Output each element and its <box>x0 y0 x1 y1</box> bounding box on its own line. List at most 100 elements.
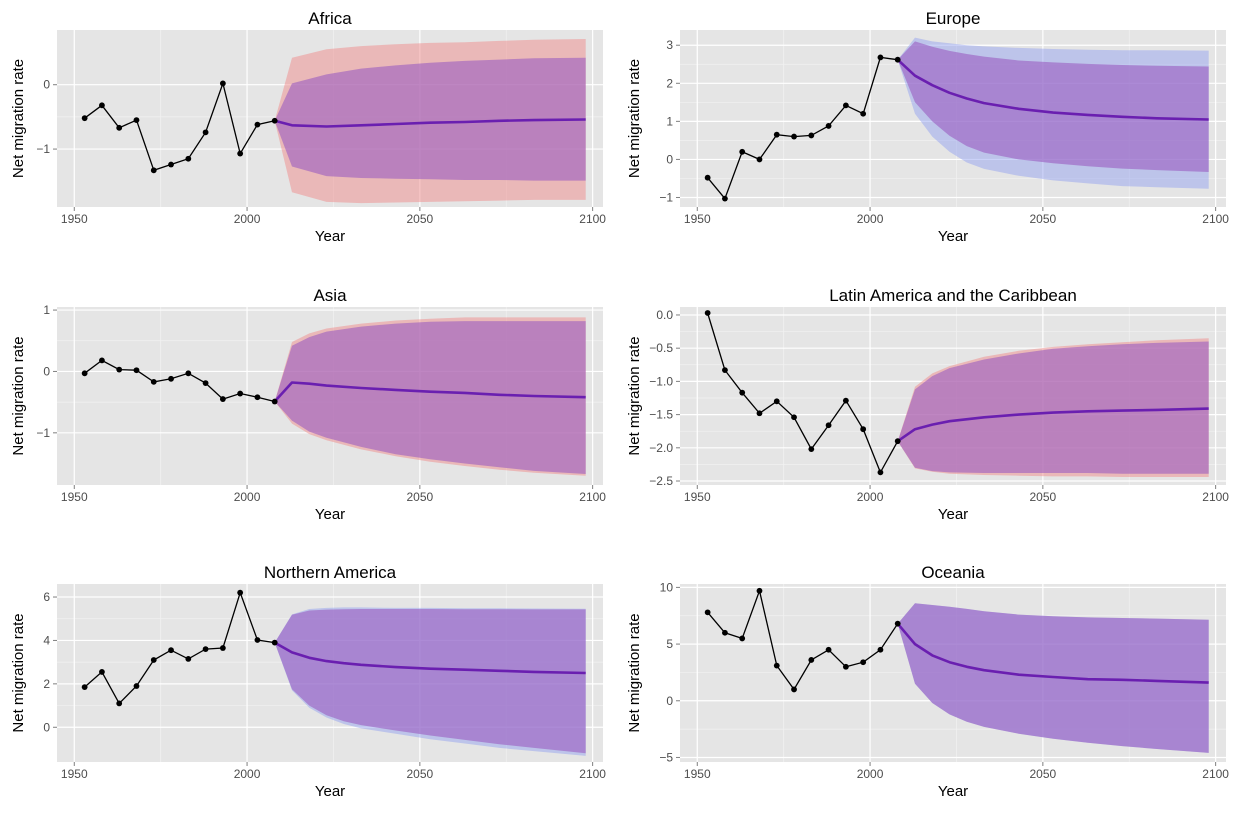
panel-asia: 1950 2000 2050 2100 1 0 −1 Asia Year Net migratio… <box>10 286 606 523</box>
y-tick-label: −1 <box>36 142 50 156</box>
x-axis-label: Year <box>938 506 968 523</box>
x-tick-label: 1950 <box>61 212 88 226</box>
x-tick-label: 1950 <box>684 212 711 226</box>
x-tick-label: 2000 <box>857 212 884 226</box>
observed-point <box>202 380 209 387</box>
y-tick-label: 6 <box>43 590 50 604</box>
observed-point <box>756 156 763 163</box>
projection-median-line <box>273 381 586 403</box>
observed-point <box>842 397 849 404</box>
observed-point <box>739 148 746 155</box>
y-tick-label: 0.0 <box>656 308 673 322</box>
projection-median-line <box>274 641 586 675</box>
observed-point <box>722 367 728 373</box>
observed-point <box>825 646 832 653</box>
y-tick-label: 2 <box>666 76 673 90</box>
observed-point <box>877 469 884 476</box>
y-tick-label: −1 <box>659 190 673 204</box>
observed-point <box>254 637 261 643</box>
observed-line <box>706 312 899 474</box>
y-tick-label: 0 <box>666 694 673 708</box>
panel-title: Europe <box>926 9 981 28</box>
observed-line <box>84 359 275 403</box>
observed-point <box>237 150 244 157</box>
panel-title: Oceania <box>921 563 985 582</box>
observed-point <box>116 124 123 131</box>
x-tick-label: 2050 <box>406 490 433 504</box>
y-tick-label: 1 <box>43 303 50 317</box>
y-tick-label: 1 <box>666 114 673 128</box>
observed-line <box>84 81 275 172</box>
x-axis-label: Year <box>315 506 345 523</box>
observed-point <box>704 310 711 316</box>
projection-median-line <box>896 58 1209 121</box>
observed-point <box>99 669 105 675</box>
x-tick-label: 2100 <box>1202 490 1229 504</box>
panel-oceania: 1950 2000 2050 2100 10 5 0 −5 Oceania Year Net mig… <box>626 563 1229 800</box>
observed-point <box>842 663 849 670</box>
observed-point <box>219 396 226 402</box>
y-axis-label: Net migration rate <box>10 59 27 178</box>
x-tick-label: 2000 <box>857 767 884 781</box>
panel-title: Africa <box>308 9 352 28</box>
observed-line <box>707 56 898 200</box>
observed-point <box>271 639 278 646</box>
x-tick-label: 2100 <box>1202 767 1229 781</box>
projection-median-line <box>896 622 1209 684</box>
prediction-band-inner <box>274 57 586 181</box>
observed-point <box>185 655 192 662</box>
observed-point <box>791 686 797 693</box>
panel-latin-america: 1950 2000 2050 2100 0.0 −0.5 −1.0 −1.5 −2.0 −2.5 L… <box>626 286 1229 523</box>
observed-point <box>168 647 174 654</box>
observed-point <box>773 398 780 405</box>
x-tick-label: 2000 <box>234 212 261 226</box>
y-tick-label: 0 <box>43 720 50 734</box>
y-tick-label: −1.5 <box>649 408 673 422</box>
x-axis-label: Year <box>315 228 345 245</box>
y-tick-label: 4 <box>43 633 50 647</box>
y-tick-label: 5 <box>666 637 673 651</box>
x-axis-label: Year <box>315 783 345 800</box>
x-axis-label: Year <box>938 783 968 800</box>
observed-point <box>825 422 832 429</box>
observed-point <box>704 174 711 181</box>
observed-point <box>116 366 123 373</box>
observed-point <box>133 683 140 689</box>
observed-point <box>99 357 105 364</box>
observed-point <box>860 659 867 666</box>
x-tick-label: 2100 <box>1202 212 1229 226</box>
observed-point <box>894 56 901 63</box>
observed-point <box>202 129 209 136</box>
observed-point <box>773 662 780 669</box>
observed-point <box>168 161 174 168</box>
x-tick-label: 2000 <box>857 490 884 504</box>
y-axis-label: Net migration rate <box>10 613 27 732</box>
observed-point <box>185 155 192 162</box>
observed-point <box>150 167 157 174</box>
panel-title: Latin America and the Caribbean <box>829 286 1077 305</box>
y-tick-label: −1 <box>36 426 50 440</box>
x-tick-label: 2050 <box>1029 212 1056 226</box>
observed-point <box>81 370 88 377</box>
x-axis-label: Year <box>938 228 968 245</box>
x-tick-label: 2100 <box>579 490 606 504</box>
y-tick-label: −1.0 <box>649 374 673 388</box>
observed-point <box>739 389 746 396</box>
y-tick-label: 0 <box>666 152 673 166</box>
observed-point <box>150 378 157 385</box>
observed-point <box>722 195 728 202</box>
observed-point <box>791 414 797 421</box>
observed-point <box>168 375 174 382</box>
observed-point <box>237 589 244 596</box>
x-tick-label: 1950 <box>684 490 711 504</box>
observed-point <box>894 620 901 627</box>
observed-point <box>99 102 105 109</box>
observed-point <box>842 102 849 109</box>
y-tick-label: 0 <box>43 364 50 378</box>
observed-point <box>756 587 763 594</box>
observed-line <box>707 588 899 691</box>
x-tick-label: 2000 <box>234 490 261 504</box>
y-tick-label: 2 <box>43 677 50 691</box>
panel-europe: 1950 2000 2050 2100 3 2 1 0 −1 Europe Year Net migr… <box>626 9 1229 245</box>
